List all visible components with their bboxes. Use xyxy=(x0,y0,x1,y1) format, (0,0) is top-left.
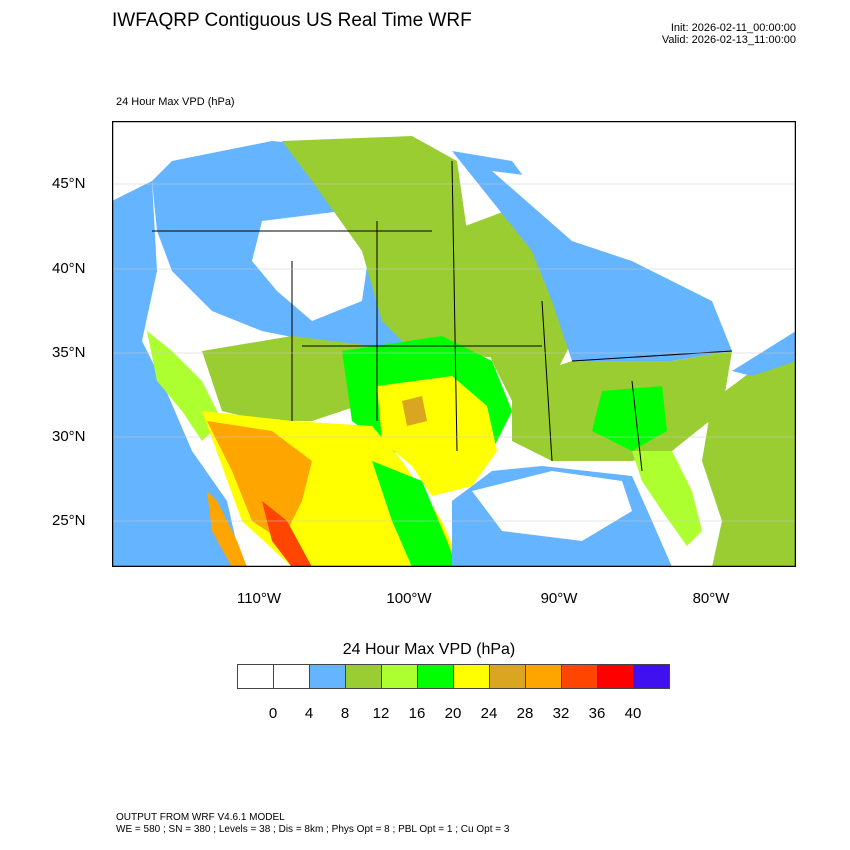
lon-label: 90°W xyxy=(540,590,578,607)
region-mexico-east xyxy=(372,461,457,567)
model-info: OUTPUT FROM WRF V4.6.1 MODEL xyxy=(116,812,285,823)
colorbar-swatch xyxy=(634,665,669,688)
colorbar-swatch xyxy=(382,665,418,688)
lat-label: 35°N xyxy=(52,344,86,361)
colorbar-swatch xyxy=(310,665,346,688)
atlantic-blue xyxy=(732,331,796,376)
gulf-center xyxy=(472,471,632,541)
region-texas-hot xyxy=(402,396,427,426)
region-mexico-hottest xyxy=(262,501,312,567)
region-southwest xyxy=(202,336,372,421)
colorbar-swatch xyxy=(526,665,562,688)
colorbar-label: 12 xyxy=(372,705,390,722)
graticule xyxy=(112,183,796,522)
lat-label: 45°N xyxy=(52,175,86,192)
region-florida xyxy=(632,451,702,546)
plot-title: IWFAQRP Contiguous US Real Time WRF xyxy=(112,10,472,31)
colorbar-swatch xyxy=(454,665,490,688)
region-mexico-hot xyxy=(207,421,312,541)
model-config: WE = 580 ; SN = 380 ; Levels = 38 ; Dis … xyxy=(116,824,510,835)
colorbar-swatch xyxy=(346,665,382,688)
colorbar-label: 36 xyxy=(588,705,606,722)
lat-label: 25°N xyxy=(52,512,86,529)
region-northeast xyxy=(492,171,796,321)
colorbar-label: 24 xyxy=(480,705,498,722)
colorbar-label: 40 xyxy=(624,705,642,722)
map-frame xyxy=(112,121,796,567)
colorbar-label: 28 xyxy=(516,705,534,722)
colorbar xyxy=(237,664,670,689)
state-boundaries xyxy=(152,160,733,472)
colorbar-swatch xyxy=(274,665,310,688)
colorbar-label: 8 xyxy=(340,705,350,722)
vpd-map xyxy=(112,121,796,567)
colorbar-swatch xyxy=(562,665,598,688)
region-georgia xyxy=(592,386,667,451)
colorbar-label: 4 xyxy=(304,705,314,722)
atlantic-ocean xyxy=(702,351,796,567)
colorbar-title: 24 Hour Max VPD (hPa) xyxy=(342,641,516,658)
colorbar-swatch xyxy=(490,665,526,688)
lat-label: 30°N xyxy=(52,428,86,445)
lon-label: 110°W xyxy=(236,590,282,607)
pacific-ocean xyxy=(112,181,242,567)
field-label: 24 Hour Max VPD (hPa) xyxy=(116,96,235,108)
colorbar-swatch xyxy=(238,665,274,688)
lon-label: 80°W xyxy=(692,590,730,607)
colorbar-label: 20 xyxy=(444,705,462,722)
colorbar-swatch xyxy=(598,665,634,688)
colorbar-label: 32 xyxy=(552,705,570,722)
colorbar-label: 16 xyxy=(408,705,426,722)
colorbar-label: 0 xyxy=(268,705,278,722)
valid-time: Valid: 2026-02-13_11:00:00 xyxy=(661,34,796,46)
region-great-lakes xyxy=(452,151,732,361)
init-time: Init: 2026-02-11_00:00:00 xyxy=(670,22,796,34)
lat-label: 40°N xyxy=(52,260,86,277)
colorbar-swatch xyxy=(418,665,454,688)
region-baja xyxy=(207,491,247,567)
region-rockies-snow xyxy=(252,211,372,321)
lon-label: 100°W xyxy=(386,590,432,607)
